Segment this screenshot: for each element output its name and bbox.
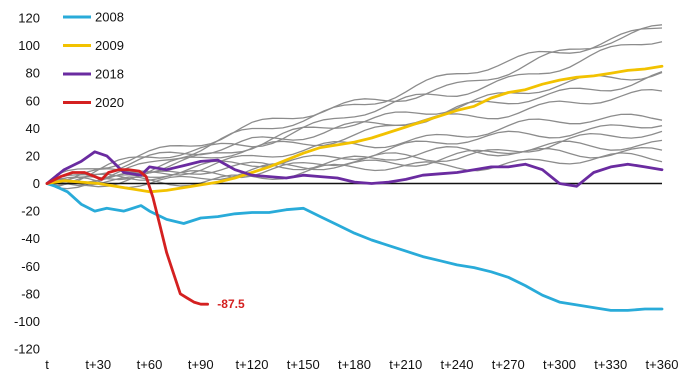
y-tick-label: 0 xyxy=(33,176,40,191)
data-label: -87.5 xyxy=(217,297,245,311)
x-tick-label: t+30 xyxy=(85,357,111,372)
x-tick-label: t+150 xyxy=(287,357,320,372)
y-tick-label: 120 xyxy=(18,11,40,26)
background-series-group xyxy=(46,24,663,190)
y-tick-label: -20 xyxy=(21,204,40,219)
x-tick-label: t+90 xyxy=(188,357,214,372)
series-line-2008 xyxy=(45,182,664,312)
series-line-2009 xyxy=(45,64,664,194)
legend: 2008 2009 2018 2020 xyxy=(63,10,124,110)
x-tick-label: t+60 xyxy=(137,357,163,372)
background-series-line xyxy=(46,41,663,187)
y-tick-label: 100 xyxy=(18,38,40,53)
y-tick-label: -120 xyxy=(14,342,40,357)
x-tick-label: t+210 xyxy=(389,357,422,372)
y-tick-label: 60 xyxy=(26,93,40,108)
y-tick-label: -100 xyxy=(14,314,40,329)
background-series-line xyxy=(46,88,663,185)
y-tick-label: -40 xyxy=(21,231,40,246)
background-series-line xyxy=(46,113,663,185)
y-tick-label: 40 xyxy=(26,121,40,136)
legend-label-2018: 2018 xyxy=(95,67,124,82)
annotations: -87.5 xyxy=(217,297,245,311)
x-tick-label: t+360 xyxy=(646,357,679,372)
legend-label-2008: 2008 xyxy=(95,10,124,25)
x-axis: t t+30 t+60 t+90 t+120 t+150 t+180 t+210 t+240 t+… xyxy=(45,357,678,372)
y-tick-label: -80 xyxy=(21,286,40,301)
background-series-line xyxy=(46,124,663,190)
x-tick-label: t+240 xyxy=(441,357,474,372)
background-series-line xyxy=(46,152,663,187)
x-tick-label: t+300 xyxy=(543,357,576,372)
y-tick-label: 80 xyxy=(26,66,40,81)
legend-label-2020: 2020 xyxy=(95,95,124,110)
x-tick-label: t xyxy=(45,357,49,372)
series-line-2020 xyxy=(45,168,209,306)
y-axis: 120 100 80 60 40 20 0 -20 -40 -60 -80 -100 -120 xyxy=(14,11,40,357)
x-tick-label: t+180 xyxy=(338,357,371,372)
x-tick-label: t+270 xyxy=(492,357,525,372)
y-tick-label: -60 xyxy=(21,259,40,274)
highlighted-series-group xyxy=(45,64,664,312)
x-tick-label: t+120 xyxy=(236,357,269,372)
background-series-line xyxy=(46,27,663,185)
y-tick-label: 20 xyxy=(26,148,40,163)
x-tick-label: t+330 xyxy=(594,357,627,372)
legend-label-2009: 2009 xyxy=(95,38,124,53)
background-series-line xyxy=(46,24,663,184)
background-series-line xyxy=(46,146,663,188)
